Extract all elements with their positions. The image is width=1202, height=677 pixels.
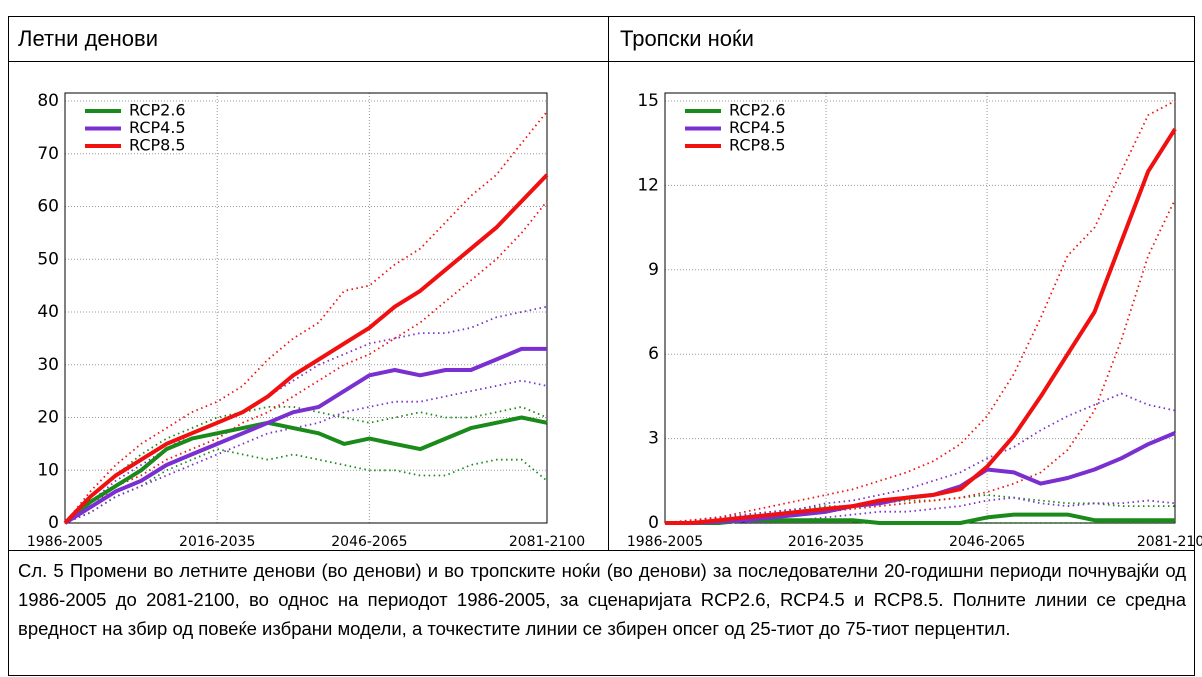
- y-tick-label: 0: [48, 513, 59, 533]
- y-tick-label: 80: [37, 91, 59, 111]
- x-tick-label: 2081-2100: [509, 534, 585, 550]
- x-tick-label: 1986-2005: [27, 534, 103, 550]
- y-tick-label: 9: [648, 260, 659, 280]
- percentile-line: [664, 100, 1176, 524]
- y-tick-label: 12: [637, 175, 659, 195]
- legend-label: RCP2.6: [129, 101, 186, 120]
- percentile-line: [64, 448, 548, 524]
- y-tick-label: 60: [37, 197, 59, 217]
- legend-label: RCP2.6: [729, 101, 786, 120]
- x-tick-label: 2016-2035: [788, 534, 864, 550]
- legend-label: RCP4.5: [729, 118, 786, 137]
- percentile-line: [64, 111, 548, 524]
- percentile-line: [64, 200, 548, 524]
- x-tick-label: 2081-2100: [1137, 534, 1202, 550]
- y-tick-label: 20: [37, 408, 59, 428]
- chart-title: Летни денови: [18, 26, 158, 51]
- y-tick-label: 30: [37, 355, 59, 375]
- caption: Сл. 5 Промени во летните денови (во дено…: [18, 560, 1186, 639]
- x-tick-label: 2046-2065: [949, 534, 1025, 550]
- series-line: [63, 173, 549, 525]
- y-tick-label: 15: [637, 91, 659, 111]
- y-tick-label: 0: [648, 513, 659, 533]
- percentile-line: [665, 199, 1176, 524]
- y-tick-label: 40: [37, 302, 59, 322]
- y-tick-label: 6: [648, 344, 659, 364]
- chart-title: Тропски ноќи: [620, 26, 754, 51]
- y-tick-label: 50: [37, 249, 59, 269]
- percentile-line: [64, 379, 548, 524]
- percentile-line: [664, 392, 1176, 524]
- plot-frame: [664, 92, 1176, 524]
- percentile-line: [665, 496, 1176, 524]
- x-tick-label: 2016-2035: [179, 534, 255, 550]
- plot-frame: [64, 92, 548, 524]
- legend-label: RCP8.5: [729, 136, 786, 155]
- percentile-line: [64, 405, 548, 524]
- series-line: [63, 415, 548, 525]
- series-line: [63, 346, 547, 525]
- y-tick-label: 10: [37, 460, 59, 480]
- y-tick-label: 70: [37, 144, 59, 164]
- legend-label: RCP8.5: [129, 136, 186, 155]
- percentile-line: [64, 305, 548, 524]
- x-tick-label: 2046-2065: [331, 534, 407, 550]
- series-line: [665, 128, 1177, 525]
- legend-label: RCP4.5: [129, 118, 186, 137]
- x-tick-label: 1986-2005: [627, 534, 703, 550]
- y-tick-label: 3: [648, 429, 659, 449]
- table-border: [8, 16, 1195, 676]
